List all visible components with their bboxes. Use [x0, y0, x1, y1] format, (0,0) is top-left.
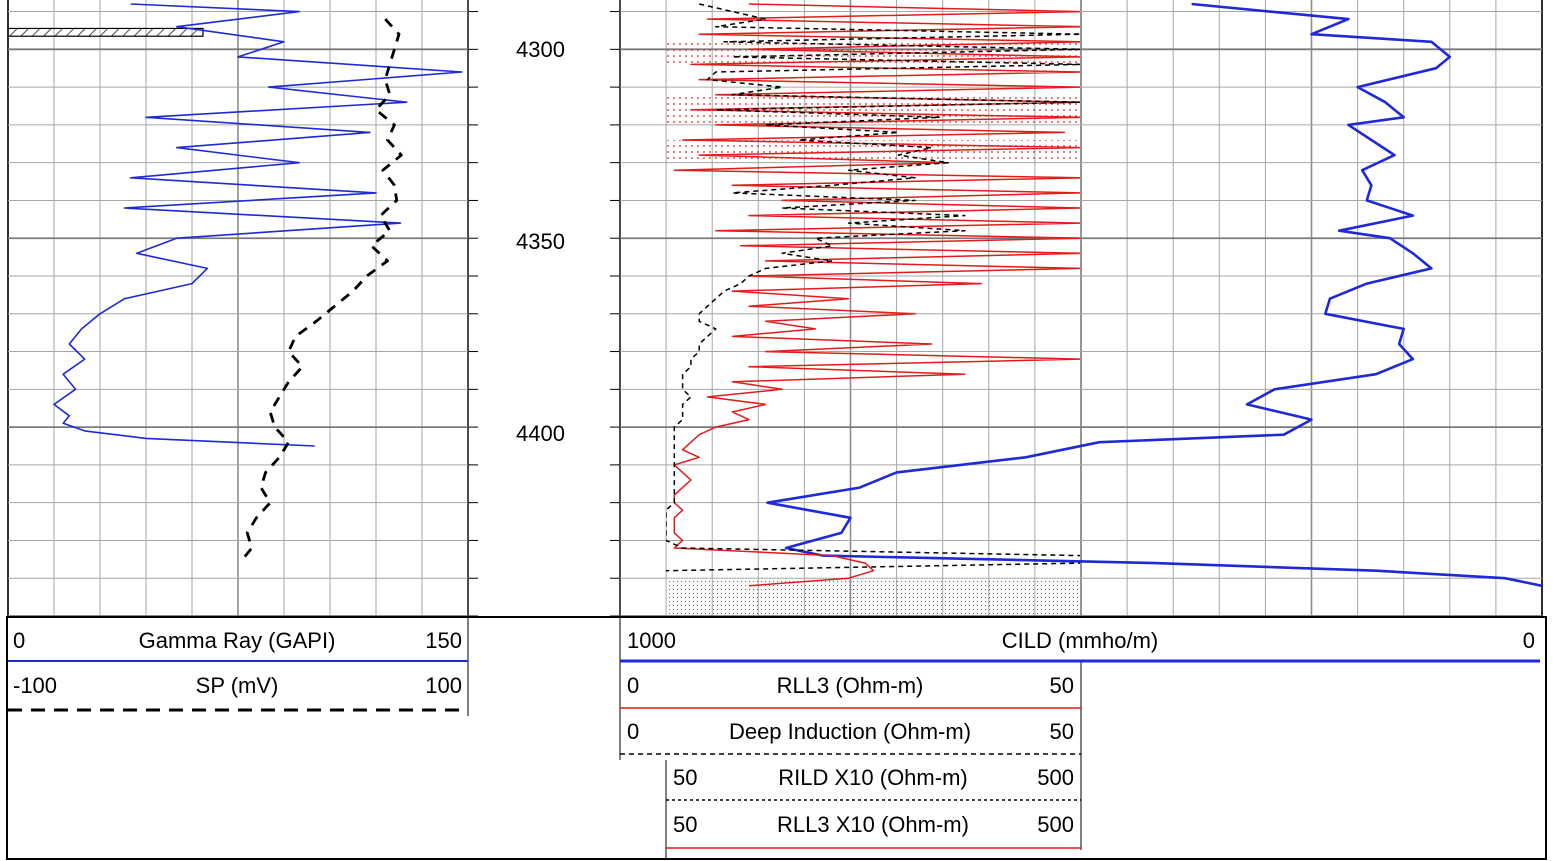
rll3-x10-min-label: 50 [673, 812, 697, 837]
cild-curve [766, 2, 1542, 588]
gr-min-label: 0 [13, 628, 25, 653]
sp-curve [241, 18, 403, 561]
sp-title-label: SP (mV) [196, 673, 279, 698]
rll3-max-label: 50 [1050, 673, 1074, 698]
depth-label-4400: 4400 [516, 421, 565, 446]
gamma-ray-curve [53, 3, 463, 447]
rild-x10-min-label: 50 [673, 765, 697, 790]
grid [7, 0, 1543, 617]
cild-max-label: 0 [1523, 628, 1535, 653]
porosity-dot-shading [666, 578, 1081, 616]
rll3-x10-max-label: 500 [1037, 812, 1074, 837]
curve-header: 0 Gamma Ray (GAPI) 150 -100 SP (mV) 100 … [6, 616, 1547, 860]
depth-label-4450: 4450 [516, 613, 565, 638]
sp-min-label: -100 [13, 673, 57, 698]
depth-label-4350: 4350 [516, 229, 565, 254]
rild-min-label: 0 [627, 719, 639, 744]
rild-title-label: Deep Induction (Ohm-m) [729, 719, 971, 744]
depth-axis: 4300 4350 4400 4450 [516, 37, 565, 638]
rll3-title-label: RLL3 (Ohm-m) [777, 673, 924, 698]
shale-hatch [7, 27, 204, 37]
rll3-curve [673, 3, 1080, 587]
cild-title-label: CILD (mmho/m) [1002, 628, 1158, 653]
rild-max-label: 50 [1050, 719, 1074, 744]
cild-min-label: 1000 [627, 628, 676, 653]
depth-label-4300: 4300 [516, 37, 565, 62]
gr-title-label: Gamma Ray (GAPI) [139, 628, 336, 653]
sp-max-label: 100 [425, 673, 462, 698]
rll3-x10-title-label: RLL3 X10 (Ohm-m) [777, 812, 969, 837]
rild-x10-title-label: RILD X10 (Ohm-m) [778, 765, 967, 790]
curves [53, 2, 1542, 588]
rild-x10-max-label: 500 [1037, 765, 1074, 790]
rll3-min-label: 0 [627, 673, 639, 698]
gr-max-label: 150 [425, 628, 462, 653]
